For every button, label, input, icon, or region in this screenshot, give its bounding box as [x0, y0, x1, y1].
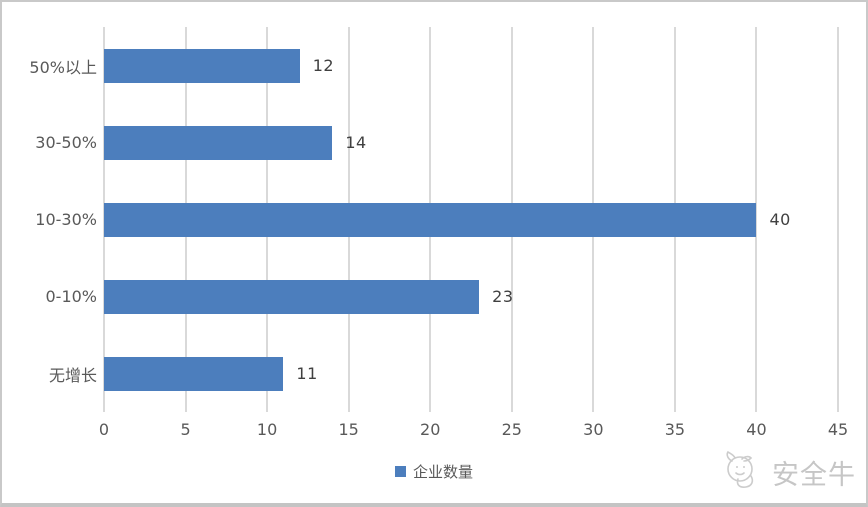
bar-value-label: 40 — [769, 210, 791, 229]
bar-无增长 — [104, 356, 284, 391]
category-axis: 50%以上 30-50% 10-30% 0-10% 无增长 — [2, 27, 97, 412]
bar-row: 14 — [104, 104, 838, 181]
category-label: 无增长 — [48, 365, 97, 385]
bar-50%以上 — [104, 48, 300, 83]
bar-row: 11 — [104, 335, 838, 412]
bar-value-label: 11 — [296, 364, 318, 383]
x-tick-label: 40 — [746, 420, 767, 439]
x-tick-label: 30 — [583, 420, 604, 439]
bar-row: 40 — [104, 181, 838, 258]
x-tick-label: 0 — [98, 420, 110, 439]
x-tick-label: 35 — [664, 420, 686, 439]
category-label: 30-50% — [35, 133, 97, 152]
legend-swatch-icon — [394, 466, 406, 477]
bar-value-label: 12 — [312, 56, 335, 75]
legend: 企业数量 — [394, 461, 474, 482]
x-tick-label: 10 — [256, 420, 278, 439]
gridline — [755, 27, 758, 412]
x-tick-label: 5 — [180, 420, 191, 439]
x-tick-label: 45 — [827, 420, 849, 439]
legend-label: 企业数量 — [412, 463, 474, 481]
category-label: 50%以上 — [29, 57, 97, 77]
bar-0-10% — [104, 279, 480, 314]
bar-10-30% — [104, 202, 757, 237]
x-tick-label: 20 — [420, 420, 441, 439]
gridline — [837, 27, 839, 412]
watermark: 安全牛 — [722, 449, 856, 495]
bar-30-50% — [104, 125, 333, 160]
bar-row: 23 — [104, 258, 838, 335]
bar-value-label: 23 — [492, 287, 514, 306]
x-tick-label: 25 — [501, 420, 522, 439]
value-axis: 0 5 10 15 20 25 30 35 40 45 — [99, 420, 848, 442]
bar-value-label: 14 — [345, 133, 367, 152]
bar-row: 12 — [104, 27, 838, 104]
x-tick-label: 15 — [338, 420, 359, 439]
category-label: 10-30% — [35, 210, 97, 229]
plot-area: 12 14 40 23 11 — [103, 27, 839, 412]
category-label: 0-10% — [45, 287, 97, 306]
watermark-label: 安全牛 — [772, 459, 856, 491]
cow-logo-icon — [722, 449, 768, 495]
